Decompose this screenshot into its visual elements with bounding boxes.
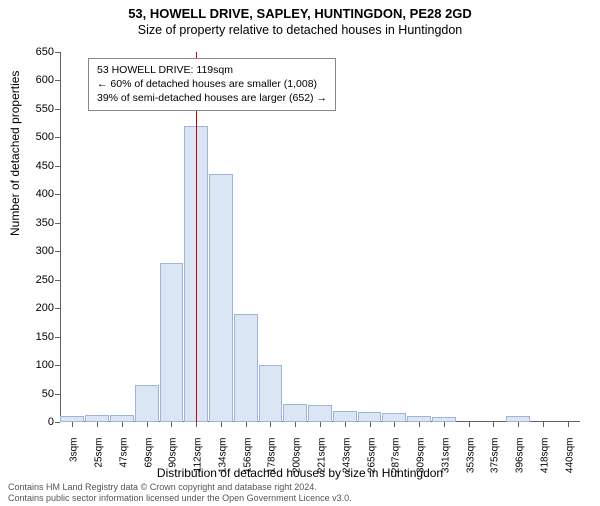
annotation-line1: 53 HOWELL DRIVE: 119sqm (97, 63, 327, 77)
xtick-mark (221, 422, 222, 427)
y-axis-line (60, 52, 61, 422)
histogram-bar (110, 415, 134, 422)
xtick-mark (518, 422, 519, 427)
ytick-label: 100 (20, 359, 54, 371)
xtick-mark (196, 422, 197, 427)
xtick-label: 112sqm (193, 438, 204, 488)
histogram-bar (85, 415, 109, 422)
ytick-label: 150 (20, 331, 54, 343)
xtick-mark (147, 422, 148, 427)
xtick-mark (370, 422, 371, 427)
xtick-mark (543, 422, 544, 427)
xtick-label: 265sqm (366, 438, 377, 488)
page-title-address: 53, HOWELL DRIVE, SAPLEY, HUNTINGDON, PE… (0, 6, 600, 21)
footer-attribution: Contains HM Land Registry data © Crown c… (8, 482, 352, 505)
ytick-mark (55, 308, 60, 309)
ytick-label: 300 (20, 245, 54, 257)
ytick-mark (55, 52, 60, 53)
xtick-mark (394, 422, 395, 427)
y-axis-label: Number of detached properties (8, 71, 22, 236)
histogram-bar (160, 263, 184, 422)
xtick-mark (246, 422, 247, 427)
histogram-bar (333, 411, 357, 422)
histogram-bar (382, 413, 406, 422)
xtick-label: 287sqm (391, 438, 402, 488)
ytick-mark (55, 194, 60, 195)
xtick-mark (72, 422, 73, 427)
histogram-bar (234, 314, 258, 422)
ytick-label: 500 (20, 131, 54, 143)
ytick-mark (55, 166, 60, 167)
xtick-label: 353sqm (465, 438, 476, 488)
xtick-label: 396sqm (515, 438, 526, 488)
ytick-mark (55, 80, 60, 81)
xtick-mark (320, 422, 321, 427)
histogram-bar (135, 385, 159, 422)
ytick-mark (55, 223, 60, 224)
histogram-bar (209, 174, 233, 422)
ytick-mark (55, 251, 60, 252)
xtick-label: 331sqm (440, 438, 451, 488)
xtick-mark (295, 422, 296, 427)
xtick-label: 309sqm (416, 438, 427, 488)
xtick-mark (122, 422, 123, 427)
xtick-mark (444, 422, 445, 427)
ytick-label: 400 (20, 188, 54, 200)
xtick-label: 3sqm (69, 438, 80, 488)
ytick-mark (55, 337, 60, 338)
xtick-mark (270, 422, 271, 427)
xtick-mark (568, 422, 569, 427)
ytick-mark (55, 137, 60, 138)
xtick-label: 221sqm (317, 438, 328, 488)
xtick-mark (97, 422, 98, 427)
ytick-label: 550 (20, 103, 54, 115)
footer-line2: Contains public sector information licen… (8, 493, 352, 504)
footer-line1: Contains HM Land Registry data © Crown c… (8, 482, 352, 493)
x-axis-label: Distribution of detached houses by size … (0, 466, 600, 480)
ytick-label: 600 (20, 74, 54, 86)
ytick-label: 200 (20, 302, 54, 314)
ytick-label: 650 (20, 46, 54, 58)
xtick-label: 178sqm (267, 438, 278, 488)
page-subtitle: Size of property relative to detached ho… (0, 23, 600, 37)
histogram-bar (358, 412, 382, 422)
histogram-bar (283, 404, 307, 422)
xtick-label: 418sqm (539, 438, 550, 488)
annotation-line2: ← 60% of detached houses are smaller (1,… (97, 77, 327, 91)
ytick-label: 0 (20, 416, 54, 428)
xtick-label: 134sqm (217, 438, 228, 488)
xtick-label: 243sqm (341, 438, 352, 488)
xtick-mark (469, 422, 470, 427)
xtick-label: 440sqm (564, 438, 575, 488)
annotation-line3: 39% of semi-detached houses are larger (… (97, 91, 327, 105)
xtick-mark (419, 422, 420, 427)
xtick-label: 90sqm (168, 438, 179, 488)
ytick-mark (55, 109, 60, 110)
xtick-label: 200sqm (292, 438, 303, 488)
ytick-mark (55, 365, 60, 366)
ytick-mark (55, 394, 60, 395)
xtick-mark (345, 422, 346, 427)
annotation-box: 53 HOWELL DRIVE: 119sqm← 60% of detached… (88, 58, 336, 111)
ytick-mark (55, 422, 60, 423)
xtick-label: 375sqm (490, 438, 501, 488)
ytick-label: 250 (20, 274, 54, 286)
ytick-mark (55, 280, 60, 281)
ytick-label: 450 (20, 160, 54, 172)
histogram-bar (308, 405, 332, 422)
xtick-mark (171, 422, 172, 427)
xtick-mark (493, 422, 494, 427)
xtick-label: 25sqm (94, 438, 105, 488)
chart-plot-area: 0501001502002503003504004505005506006503… (60, 52, 580, 422)
xtick-label: 69sqm (143, 438, 154, 488)
ytick-label: 50 (20, 388, 54, 400)
xtick-label: 47sqm (118, 438, 129, 488)
ytick-label: 350 (20, 217, 54, 229)
histogram-bar (259, 365, 283, 422)
xtick-label: 156sqm (242, 438, 253, 488)
